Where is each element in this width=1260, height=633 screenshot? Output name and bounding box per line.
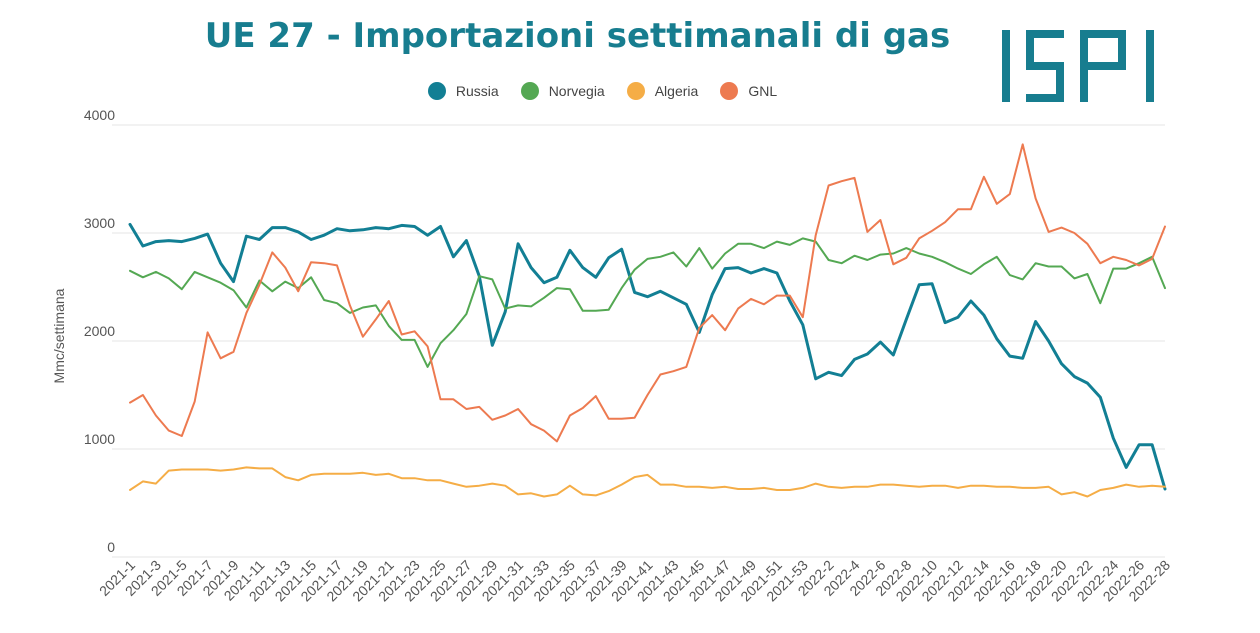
series-line-gnl [129, 143, 1166, 443]
y-tick-label-4000: 4000 [84, 107, 115, 123]
legend-swatch-gnl [720, 82, 739, 100]
legend-item-gnl[interactable]: GNL [720, 82, 777, 100]
legend-item-norvegia[interactable]: Norvegia [520, 82, 605, 100]
y-tick-label-2000: 2000 [84, 323, 115, 339]
series-line-algeria [129, 466, 1166, 498]
legend-item-algeria[interactable]: Algeria [626, 82, 699, 100]
series-line-norvegia [129, 237, 1166, 368]
legend-label-algeria: Algeria [654, 83, 699, 99]
legend-swatch-russia [427, 82, 446, 100]
chart-legend: Russia Norvegia Algeria GNL [0, 82, 1205, 100]
legend-label-russia: Russia [455, 83, 499, 99]
chart-title: UE 27 - Importazioni settimanali di gas [204, 16, 951, 56]
legend-item-russia[interactable]: Russia [427, 82, 499, 100]
series-line-russia [128, 222, 1167, 491]
legend-swatch-norvegia [520, 82, 539, 100]
y-axis-label: Mmc/settimana [51, 288, 67, 383]
legend-label-norvegia: Norvegia [548, 83, 605, 99]
legend-swatch-algeria [626, 82, 645, 100]
y-tick-label-0: 0 [107, 539, 115, 555]
legend-label-gnl: GNL [748, 83, 778, 99]
ispi-logo [1002, 30, 1154, 102]
y-tick-label-3000: 3000 [84, 215, 115, 231]
y-tick-label-1000: 1000 [84, 431, 115, 447]
